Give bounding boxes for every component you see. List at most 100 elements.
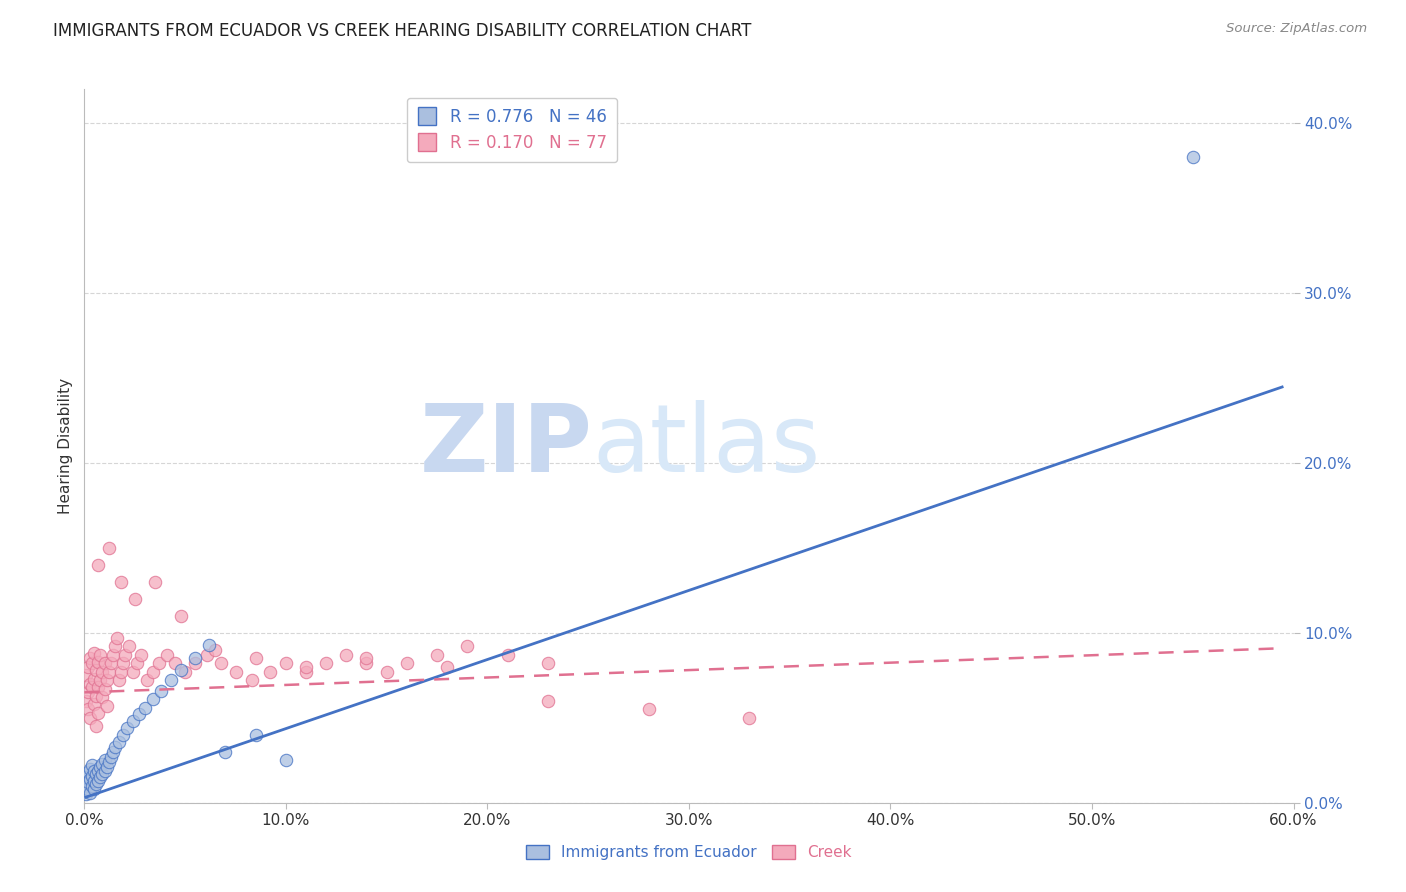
Point — [89, 770, 111, 784]
Point — [107, 734, 129, 748]
Point — [142, 665, 165, 679]
Point — [93, 657, 115, 671]
Point — [91, 767, 114, 781]
Point — [128, 707, 150, 722]
Point — [1181, 150, 1204, 164]
Point — [114, 648, 136, 662]
Point — [83, 646, 105, 660]
Point — [87, 764, 110, 778]
Point — [97, 665, 120, 679]
Point — [184, 651, 207, 665]
Point — [245, 651, 267, 665]
Point — [96, 698, 118, 713]
Point — [101, 745, 124, 759]
Point — [87, 680, 110, 694]
Point — [75, 779, 97, 793]
Point — [209, 657, 232, 671]
Point — [87, 706, 110, 720]
Point — [110, 574, 132, 589]
Point — [82, 769, 104, 783]
Point — [82, 680, 104, 694]
Point — [426, 648, 449, 662]
Point — [89, 760, 111, 774]
Point — [107, 673, 129, 688]
Point — [436, 660, 458, 674]
Point — [274, 753, 297, 767]
Point — [89, 648, 111, 662]
Point — [77, 702, 100, 716]
Point — [637, 702, 659, 716]
Point — [79, 711, 101, 725]
Point — [170, 663, 193, 677]
Point — [240, 673, 263, 688]
Point — [86, 767, 108, 781]
Point — [83, 764, 105, 778]
Point — [104, 739, 127, 754]
Point — [97, 541, 120, 555]
Point — [245, 728, 267, 742]
Point — [111, 728, 134, 742]
Point — [83, 672, 105, 686]
Point — [375, 665, 398, 679]
Point — [96, 673, 118, 688]
Point — [129, 648, 152, 662]
Point — [86, 719, 108, 733]
Point — [214, 745, 236, 759]
Point — [89, 673, 111, 688]
Point — [96, 760, 118, 774]
Point — [295, 660, 318, 674]
Point — [82, 657, 104, 671]
Point — [86, 777, 108, 791]
Point — [104, 640, 127, 654]
Point — [83, 773, 105, 788]
Point — [156, 648, 179, 662]
Point — [105, 631, 128, 645]
Point — [134, 700, 156, 714]
Point — [165, 657, 187, 671]
Point — [395, 657, 418, 671]
Point — [86, 663, 108, 677]
Point — [160, 673, 183, 688]
Point — [86, 689, 108, 703]
Point — [110, 665, 132, 679]
Point — [174, 665, 197, 679]
Point — [93, 753, 115, 767]
Point — [170, 608, 193, 623]
Point — [356, 657, 378, 671]
Point — [83, 698, 105, 712]
Point — [148, 657, 170, 671]
Point — [738, 711, 761, 725]
Point — [87, 655, 110, 669]
Point — [118, 640, 141, 654]
Point — [259, 665, 281, 679]
Point — [184, 657, 207, 671]
Point — [87, 558, 110, 572]
Point — [77, 765, 100, 780]
Point — [93, 681, 115, 696]
Point — [75, 694, 97, 708]
Point — [77, 685, 100, 699]
Point — [537, 694, 560, 708]
Point — [135, 673, 157, 688]
Point — [100, 750, 122, 764]
Point — [97, 755, 120, 769]
Text: IMMIGRANTS FROM ECUADOR VS CREEK HEARING DISABILITY CORRELATION CHART: IMMIGRANTS FROM ECUADOR VS CREEK HEARING… — [53, 22, 752, 40]
Point — [79, 772, 101, 786]
Point — [115, 721, 138, 735]
Point — [79, 786, 101, 800]
Point — [83, 782, 105, 797]
Point — [315, 657, 337, 671]
Point — [204, 643, 226, 657]
Point — [93, 764, 115, 778]
Point — [125, 657, 148, 671]
Point — [356, 651, 378, 665]
Point — [198, 638, 221, 652]
Legend: Immigrants from Ecuador, Creek: Immigrants from Ecuador, Creek — [520, 839, 858, 866]
Point — [456, 640, 478, 654]
Point — [111, 657, 134, 671]
Point — [77, 660, 100, 674]
Point — [121, 665, 143, 679]
Point — [82, 779, 104, 793]
Point — [75, 668, 97, 682]
Point — [75, 787, 97, 801]
